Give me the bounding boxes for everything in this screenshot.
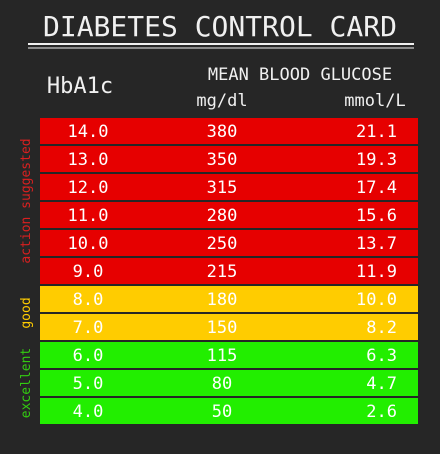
table-cell: 10.0 [68,234,109,254]
table-cell: 115 [207,346,238,366]
table-cell: 215 [207,262,238,282]
table-cell: 4.0 [73,402,104,422]
table-cell: 7.0 [73,318,104,338]
table-row [40,230,418,256]
unit-header: mmol/L [344,91,405,111]
table-cell: 12.0 [68,178,109,198]
table-cell: 8.2 [366,318,397,338]
table-row [40,398,418,424]
table-row [40,370,418,396]
group-label: excellent [19,348,34,418]
table-cell: 350 [207,150,238,170]
table-cell: 5.0 [73,374,104,394]
unit-header: mg/dl [196,91,247,111]
table-row [40,118,418,144]
table-cell: 4.7 [366,374,397,394]
table-cell: 14.0 [68,122,109,142]
table-cell: 9.0 [73,262,104,282]
table-row [40,286,418,312]
table-cell: 80 [212,374,232,394]
table-cell: 6.3 [366,346,397,366]
table-row [40,146,418,172]
table-row [40,314,418,340]
table-row [40,174,418,200]
table-cell: 13.0 [68,150,109,170]
group-label: action suggested [19,138,34,263]
table-cell: 380 [207,122,238,142]
column-header: MEAN BLOOD GLUCOSE [208,65,392,85]
table-cell: 280 [207,206,238,226]
table-row [40,202,418,228]
table-cell: 315 [207,178,238,198]
table-cell: 50 [212,402,232,422]
table-cell: 6.0 [73,346,104,366]
table-cell: 10.0 [356,290,397,310]
table-cell: 19.3 [356,150,397,170]
table-cell: 13.7 [356,234,397,254]
table-cell: 17.4 [356,178,397,198]
table-row [40,258,418,284]
table-cell: 8.0 [73,290,104,310]
column-header: HbA1c [47,74,113,99]
table-cell: 180 [207,290,238,310]
group-label: good [19,297,34,328]
table-cell: 250 [207,234,238,254]
table-cell: 11.9 [356,262,397,282]
table-row [40,342,418,368]
table-cell: 11.0 [68,206,109,226]
table-cell: 150 [207,318,238,338]
table-cell: 21.1 [356,122,397,142]
title: DIABETES CONTROL CARD [43,10,397,43]
table-cell: 2.6 [366,402,397,422]
table-cell: 15.6 [356,206,397,226]
